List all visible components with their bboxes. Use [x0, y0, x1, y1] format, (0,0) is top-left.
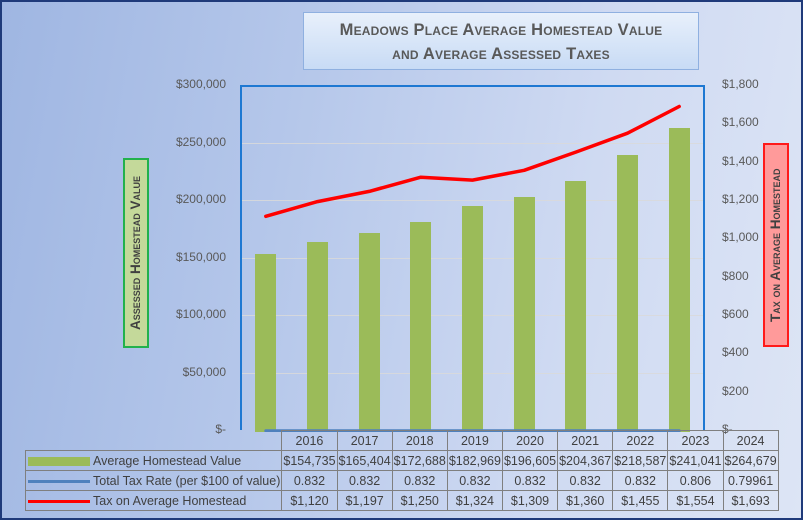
data-table: 2016 2017 2018 2019 2020 2021 2022 2023 …	[24, 430, 779, 511]
bar-2022	[565, 180, 587, 432]
gridline	[242, 142, 703, 144]
table-row-tax-rate: Total Tax Rate (per $100 of value) 0.832…	[24, 470, 779, 491]
red-line-key-icon	[28, 499, 90, 503]
bar-2016	[255, 254, 277, 432]
left-axis-tick: $100,000	[175, 307, 226, 321]
table-cell: 0.79961	[722, 470, 779, 491]
year-header: 2023	[667, 430, 724, 451]
bar-2020	[462, 205, 483, 432]
left-axis-tick: $300,000	[175, 77, 226, 91]
year-header: 2021	[557, 430, 614, 451]
right-axis-tick: $1,800	[722, 77, 759, 91]
table-cell: $1,309	[501, 490, 559, 511]
table-cell: $1,455	[612, 490, 669, 511]
green-bar-key-icon	[28, 456, 90, 466]
left-axis-tick: $-	[215, 422, 226, 436]
year-header: 2016	[281, 430, 338, 451]
table-cell: $264,679	[722, 450, 779, 471]
table-cell: 0.832	[446, 470, 503, 491]
year-header: 2024	[722, 430, 779, 451]
table-cell: $196,605	[501, 450, 559, 471]
bar-2018	[358, 233, 380, 432]
tax-amount-line	[264, 104, 681, 219]
table-cell: $1,120	[281, 490, 338, 511]
legend-homestead-value: Average Homestead Value	[24, 450, 283, 471]
right-axis-tick: $1,200	[722, 192, 759, 206]
left-axis-tick: $50,000	[182, 364, 226, 379]
table-cell: $154,735	[281, 450, 338, 471]
table-cell: $1,197	[336, 490, 393, 511]
table-cell: $1,324	[446, 490, 503, 511]
table-cell: $1,250	[391, 490, 448, 511]
table-cell: $218,587	[612, 450, 669, 471]
right-axis-tick: $-	[722, 422, 733, 436]
chart-title-line2: and Average Assessed Taxes	[392, 45, 610, 63]
right-axis-tick: $1,600	[722, 115, 759, 130]
right-axis-tick: $200	[722, 383, 749, 398]
bar-2023	[617, 154, 638, 432]
table-cell: $172,688	[391, 450, 448, 471]
legend-tax-rate: Total Tax Rate (per $100 of value)	[24, 470, 283, 491]
legend-tax-amount: Tax on Average Homestead	[24, 490, 283, 511]
year-header: 2019	[446, 430, 503, 451]
table-row-tax-amount: Tax on Average Homestead $1,120 $1,197 $…	[24, 490, 779, 511]
table-cell: $1,693	[722, 490, 779, 511]
table-cell: 0.806	[667, 470, 724, 491]
table-cell: 0.832	[557, 470, 614, 491]
year-header: 2022	[612, 430, 669, 451]
left-axis-tick: $250,000	[175, 134, 226, 149]
table-cell: 0.832	[391, 470, 448, 491]
table-cell: $1,554	[667, 490, 724, 511]
year-header: 2020	[501, 430, 559, 451]
right-axis-tick: $1,400	[722, 153, 759, 168]
left-axis-title: Assessed Homestead Value	[123, 158, 149, 348]
line-series-layer	[264, 104, 681, 432]
table-cell: 0.832	[281, 470, 338, 491]
data-table-header-row: 2016 2017 2018 2019 2020 2021 2022 2023 …	[25, 430, 779, 451]
blue-line-key-icon	[28, 479, 90, 483]
plot-area	[240, 85, 705, 432]
right-axis-tick: $1,000	[722, 230, 759, 245]
left-axis-tick: $200,000	[175, 192, 226, 206]
bar-2021	[513, 196, 535, 432]
right-axis-tick: $400	[722, 345, 749, 360]
right-axis-title: Tax on Average Homestead	[763, 143, 789, 347]
bar-2024	[668, 127, 690, 432]
year-header: 2018	[391, 430, 448, 451]
gridline	[242, 200, 703, 201]
right-axis-tick: $800	[722, 268, 749, 283]
table-cell: $1,360	[557, 490, 614, 511]
bar-2019	[410, 221, 432, 432]
year-header: 2017	[336, 430, 393, 451]
table-cell: $204,367	[557, 450, 614, 471]
table-cell: $182,969	[446, 450, 503, 471]
table-cell: 0.832	[612, 470, 669, 491]
table-cell: 0.832	[336, 470, 393, 491]
table-cell: $241,041	[667, 450, 724, 471]
bar-2017	[307, 241, 328, 432]
right-axis-tick: $600	[722, 307, 749, 321]
table-row-homestead-value: Average Homestead Value $154,735 $165,40…	[24, 450, 779, 471]
table-cell: $165,404	[336, 450, 393, 471]
left-axis-tick: $150,000	[175, 249, 226, 264]
chart-title-line1: Meadows Place Average Homestead Value	[339, 21, 663, 39]
table-cell: 0.832	[501, 470, 559, 491]
chart-title: Meadows Place Average Homestead Value an…	[303, 12, 699, 70]
